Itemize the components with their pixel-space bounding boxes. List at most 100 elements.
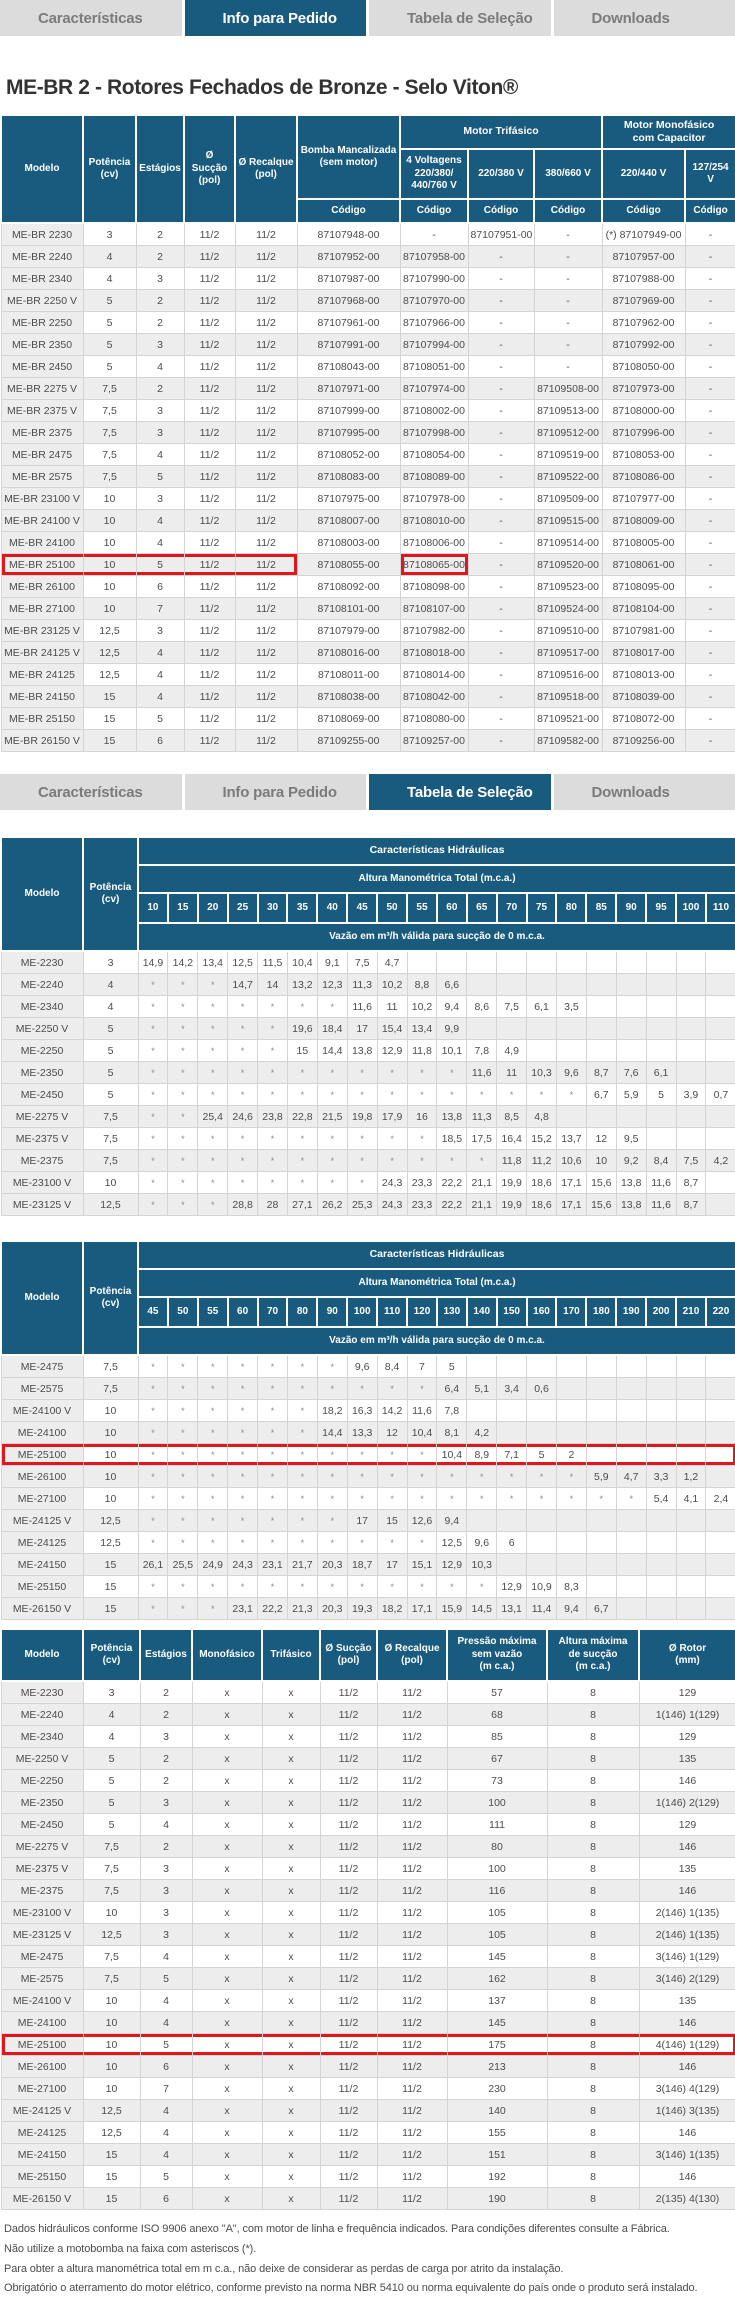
- cell: *: [228, 1062, 258, 1084]
- model-cell: ME-BR 2275 V: [1, 378, 83, 400]
- cell: *: [168, 1194, 198, 1216]
- col-header-succao-pol: Ø Sucção (pol): [184, 115, 235, 223]
- cell: *: [317, 1378, 347, 1400]
- col-header-190: 190: [616, 1297, 646, 1327]
- cell: 87107992-00: [602, 334, 685, 356]
- tab-info-para-pedido[interactable]: Info para Pedido: [185, 774, 367, 810]
- cell: [676, 1062, 706, 1084]
- cell: *: [347, 1444, 377, 1466]
- cell: 9,4: [556, 1598, 586, 1620]
- cell: *: [168, 1172, 198, 1194]
- group-header-motor-monofasico: Motor Monofásico com Capacitor: [602, 115, 735, 149]
- cell: *: [317, 1510, 347, 1532]
- cell: x: [262, 1726, 320, 1748]
- cell: *: [377, 1576, 407, 1598]
- cell: 11/2: [377, 2078, 447, 2100]
- cell: 11/2: [184, 554, 235, 576]
- col-header-modelo: Modelo: [1, 837, 83, 951]
- cell: *: [407, 1084, 437, 1106]
- cell: 8,6: [467, 996, 497, 1018]
- cell: [467, 951, 497, 974]
- cell: [527, 1532, 557, 1554]
- cell: *: [258, 1355, 288, 1378]
- cell: 27,1: [287, 1194, 317, 1216]
- cell: 11/2: [320, 1946, 377, 1968]
- footnote: Para obter a altura manométrica total em…: [4, 2260, 735, 2280]
- cell: x: [192, 1924, 262, 1946]
- cell: -: [468, 422, 534, 444]
- cell: 11/2: [235, 223, 297, 246]
- tab-tabela-de-selecao[interactable]: Tabela de Seleção: [369, 774, 551, 810]
- cell: x: [262, 2144, 320, 2166]
- cell: 12: [586, 1128, 616, 1150]
- cell: 3: [140, 1880, 192, 1902]
- tab-caracteristicas[interactable]: Características: [0, 0, 182, 36]
- cell: [556, 1400, 586, 1422]
- cell: 15: [83, 730, 136, 752]
- cell: [586, 1378, 616, 1400]
- model-cell: ME-27100: [1, 2078, 83, 2100]
- cell: [706, 1532, 735, 1554]
- model-cell: ME-BR 2250: [1, 312, 83, 334]
- cell: x: [262, 2122, 320, 2144]
- cell: 87108098-00: [400, 576, 468, 598]
- cell: *: [138, 1040, 168, 1062]
- cell: [556, 1554, 586, 1576]
- tab-info-para-pedido[interactable]: Info para Pedido: [185, 0, 367, 36]
- cell: 11/2: [235, 378, 297, 400]
- col-header-bomba-mancalizada: Bomba Mancalizada (sem motor): [297, 115, 400, 199]
- col-header-10: 10: [138, 893, 168, 923]
- cell: 87107994-00: [400, 334, 468, 356]
- cell: 12,3: [317, 974, 347, 996]
- cell: 5,9: [616, 1084, 646, 1106]
- col-header-100: 100: [676, 893, 706, 923]
- cell: 12,5: [83, 2100, 140, 2122]
- cell: 15: [83, 708, 136, 730]
- cell: 13,1: [497, 1598, 527, 1620]
- cell: 14,2: [377, 1400, 407, 1422]
- tab-downloads[interactable]: Downloads: [554, 0, 735, 36]
- col-header-altura-maxima-de-succao-m-c-a: Altura máxima de sucção (m c.a.): [547, 1629, 639, 1681]
- col-header-70: 70: [497, 893, 527, 923]
- cell: 8: [547, 2144, 639, 2166]
- cell: 16: [407, 1106, 437, 1128]
- cell: 4,7: [377, 951, 407, 974]
- tab-caracteristicas[interactable]: Características: [0, 774, 182, 810]
- cell: 4,8: [527, 1106, 557, 1128]
- cell: 87108051-00: [400, 356, 468, 378]
- col-header-140: 140: [467, 1297, 497, 1327]
- tab-tabela-de-selecao[interactable]: Tabela de Seleção: [369, 0, 551, 36]
- cell: 87108003-00: [297, 532, 400, 554]
- model-cell: ME-23100 V: [1, 1902, 83, 1924]
- model-cell: ME-24125 V: [1, 2100, 83, 2122]
- cell: *: [168, 1532, 198, 1554]
- cell: 6: [140, 2056, 192, 2078]
- group-header-caracteristicas-hidraulicas: Características Hidráulicas: [138, 1241, 735, 1269]
- col-header-65: 65: [467, 893, 497, 923]
- cell: *: [258, 1062, 288, 1084]
- cell: -: [685, 708, 735, 730]
- cell: *: [467, 1084, 497, 1106]
- cell: [586, 1040, 616, 1062]
- cell: 11/2: [377, 1770, 447, 1792]
- cell: 11/2: [377, 2188, 447, 2210]
- cell: 11/2: [184, 466, 235, 488]
- cell: 10: [83, 598, 136, 620]
- cell: *: [168, 1018, 198, 1040]
- cell: *: [527, 1488, 557, 1510]
- cell: 14,2: [168, 951, 198, 974]
- cell: 14,7: [228, 974, 258, 996]
- cell: [616, 996, 646, 1018]
- cell: 4,2: [706, 1150, 735, 1172]
- cell: [556, 1378, 586, 1400]
- cell: 11/2: [184, 576, 235, 598]
- cell: [616, 1510, 646, 1532]
- cell: 19,6: [287, 1018, 317, 1040]
- cell: 17,1: [407, 1598, 437, 1620]
- tab-downloads[interactable]: Downloads: [554, 774, 735, 810]
